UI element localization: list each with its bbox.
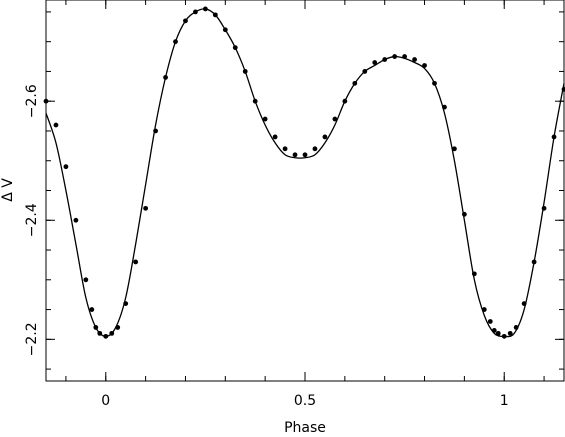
- data-point: [422, 63, 427, 68]
- data-point: [521, 301, 527, 307]
- data-point: [332, 116, 338, 122]
- data-point: [412, 57, 417, 62]
- data-point: [173, 39, 178, 45]
- data-point: [312, 146, 318, 152]
- data-point: [83, 277, 89, 283]
- data-point: [551, 134, 557, 140]
- data-point: [232, 45, 238, 51]
- data-point: [442, 104, 447, 110]
- data-point: [133, 259, 139, 265]
- data-point: [495, 330, 501, 336]
- data-point: [382, 57, 388, 62]
- data-point: [252, 98, 258, 104]
- plot-frame: [45, 0, 565, 382]
- data-point: [222, 27, 228, 33]
- data-point: [471, 271, 477, 277]
- model-fit-line: [46, 8, 564, 338]
- x-axis-label: Phase: [284, 420, 326, 436]
- data-point: [292, 152, 298, 158]
- data-point: [392, 54, 398, 59]
- data-point: [487, 319, 493, 324]
- data-point: [153, 128, 158, 134]
- data-point: [109, 330, 115, 336]
- data-point: [491, 328, 497, 333]
- data-point: [163, 74, 168, 80]
- data-point: [282, 146, 288, 152]
- x-tick-label-1: 0.5: [294, 393, 316, 409]
- data-point: [507, 330, 513, 336]
- data-point: [93, 325, 99, 330]
- data-point: [89, 307, 95, 312]
- data-point: [352, 80, 358, 86]
- data-point: [212, 12, 218, 18]
- data-point: [143, 205, 149, 211]
- data-point: [561, 86, 565, 92]
- data-point: [115, 325, 121, 330]
- data-point: [183, 18, 188, 24]
- y-axis-label: Δ V: [0, 178, 16, 202]
- x-tick-label-2: 1: [500, 393, 509, 409]
- data-point: [501, 333, 507, 339]
- data-point: [302, 152, 308, 158]
- data-point: [372, 60, 378, 65]
- data-point: [53, 122, 59, 128]
- data-point: [43, 98, 49, 104]
- data-point: [202, 6, 208, 12]
- data-point: [242, 69, 248, 74]
- data-point: [541, 205, 547, 211]
- y-tick-label-1: −2.4: [24, 203, 40, 237]
- data-point: [513, 325, 519, 330]
- data-point: [452, 146, 457, 152]
- data-point: [402, 54, 408, 59]
- data-point: [97, 330, 103, 336]
- x-tick-label-0: 0: [101, 393, 110, 409]
- data-point: [531, 259, 537, 265]
- data-point: [63, 164, 69, 170]
- data-point: [481, 307, 487, 312]
- y-axis-ticks: −2.6 −2.4 −2.2: [24, 11, 564, 370]
- data-point: [103, 333, 109, 339]
- data-point: [193, 9, 198, 15]
- fit-line-0: [46, 8, 564, 338]
- observed-points: [43, 6, 565, 339]
- data-point: [432, 80, 437, 86]
- y-tick-label-2: −2.2: [24, 322, 40, 356]
- data-point: [362, 69, 368, 74]
- data-point: [262, 116, 268, 122]
- x-axis-ticks: 0 0.5 1: [65, 0, 545, 409]
- data-point: [342, 98, 348, 104]
- data-point: [123, 301, 129, 307]
- data-point: [322, 134, 328, 140]
- data-point: [461, 211, 467, 217]
- data-point: [73, 217, 79, 223]
- data-point: [272, 134, 278, 140]
- y-tick-label-0: −2.6: [24, 84, 40, 118]
